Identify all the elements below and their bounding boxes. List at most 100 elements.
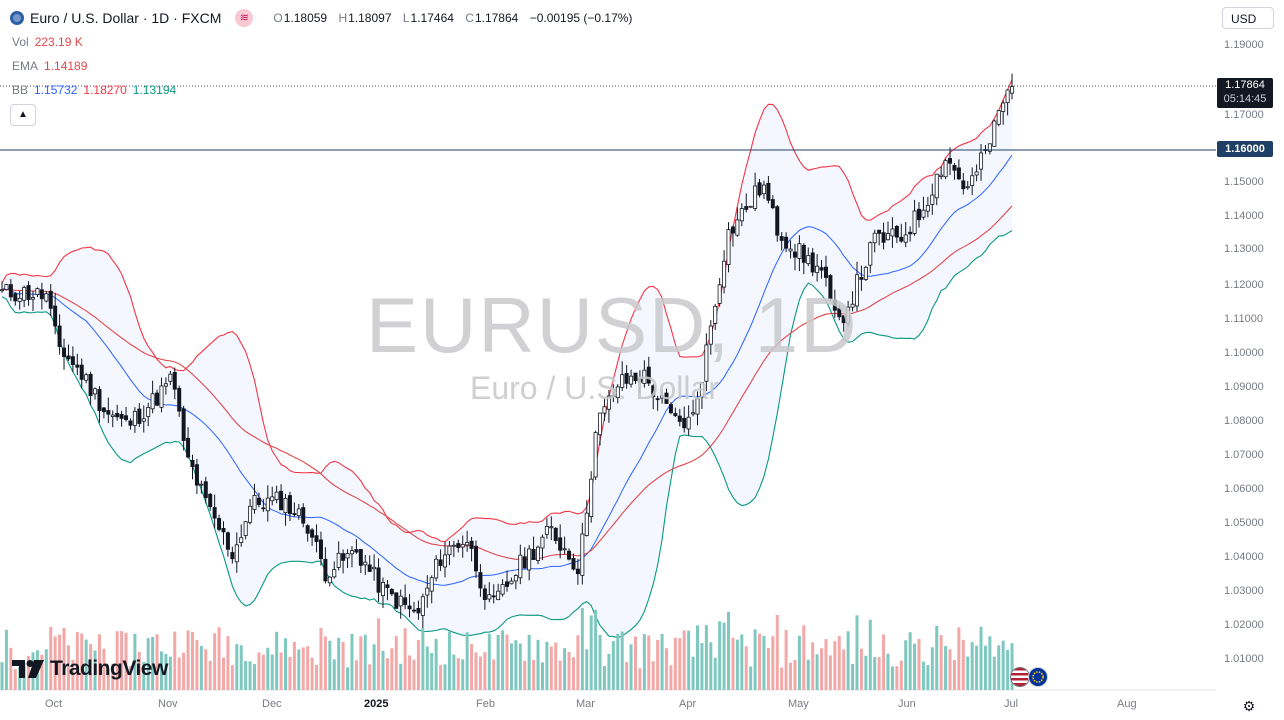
volume-bar [585, 649, 589, 690]
candle-body [349, 550, 354, 555]
volume-bar [549, 646, 553, 690]
volume-bar [939, 635, 943, 690]
candle-body [17, 297, 22, 302]
currency-button[interactable]: USD [1222, 7, 1274, 29]
horizontal-level-tag[interactable]: 1.16000 [1217, 141, 1273, 157]
volume-bar [753, 629, 757, 690]
volume-bar [465, 632, 469, 690]
candle-body [637, 378, 642, 383]
candle-body [536, 546, 541, 561]
volume-bar [899, 660, 903, 690]
volume-bar [718, 621, 722, 690]
volume-bar [669, 665, 673, 690]
time-tick-label: Dec [262, 698, 282, 710]
candle-body [385, 584, 390, 588]
candle-body [939, 174, 944, 177]
volume-bar [434, 638, 438, 690]
candle-body [403, 597, 408, 605]
volume-bar [182, 652, 186, 690]
candle-body [930, 194, 935, 205]
candle-body [128, 420, 133, 426]
volume-bar [1001, 640, 1005, 690]
us-flag-icon[interactable] [1010, 667, 1030, 687]
collapse-legend-button[interactable]: ▲ [10, 104, 36, 126]
volume-bar [399, 663, 403, 690]
volume-bar [84, 639, 88, 690]
volume-bar [775, 614, 779, 690]
candle-body [301, 507, 306, 524]
volume-bar [687, 630, 691, 690]
eu-flag-icon[interactable] [1028, 667, 1048, 687]
volume-bar [58, 634, 62, 690]
volume-bar [377, 618, 381, 690]
candle-body [921, 209, 926, 218]
volume-bar [368, 664, 372, 690]
candle-body [806, 255, 811, 265]
volume-bar [576, 635, 580, 690]
volume-bar [230, 665, 234, 690]
volume-bar [341, 641, 345, 690]
candle-body [872, 232, 877, 244]
volume-bar [186, 630, 190, 690]
volume-bar [656, 639, 660, 690]
tradingview-logo[interactable]: TradingView [12, 657, 168, 681]
candle-body [181, 408, 186, 441]
volume-bar [173, 631, 177, 690]
candle-body [850, 303, 855, 308]
bb-legend[interactable]: BB 1.15732 1.18270 1.13194 [12, 83, 176, 97]
bollinger-upper-line [1, 79, 1013, 543]
volume-bar [545, 641, 549, 690]
low-value: 1.17464 [410, 11, 454, 25]
volume-legend[interactable]: Vol 223.19 K [12, 35, 83, 49]
volume-bar [102, 648, 106, 690]
volume-bar [337, 637, 341, 690]
candle-body [757, 182, 762, 196]
volume-bar [13, 669, 17, 690]
volume-bar [4, 629, 8, 690]
ema-legend[interactable]: EMA 1.14189 [12, 59, 87, 73]
volume-bar [709, 642, 713, 690]
symbol-header[interactable]: Euro / U.S. Dollar · 1D · FXCM ≋ O1.1805… [10, 8, 632, 28]
volume-bar [611, 641, 615, 690]
price-tick-label: 1.02000 [1224, 619, 1264, 631]
volume-bar [483, 652, 487, 690]
candle-body [221, 528, 226, 533]
candle-body [137, 408, 142, 424]
price-tick-label: 1.06000 [1224, 483, 1264, 495]
volume-bar [1006, 649, 1010, 690]
price-tick-label: 1.11000 [1224, 313, 1263, 325]
bars-icon[interactable]: ≋ [235, 9, 254, 27]
candle-body [97, 389, 102, 412]
candle-body [615, 386, 620, 398]
settings-gear-icon[interactable]: ⚙ [1242, 698, 1256, 714]
volume-bar [625, 661, 629, 690]
volume-bar [952, 659, 956, 690]
candle-body [367, 564, 372, 572]
candle-body [318, 539, 323, 560]
candle-body [155, 392, 160, 406]
volume-bar [443, 664, 447, 690]
candle-body [287, 495, 292, 515]
candle-body [868, 242, 873, 266]
volume-bar [527, 635, 531, 690]
time-tick-label: 2025 [364, 698, 389, 710]
candle-body [948, 158, 953, 164]
volume-bar [700, 643, 704, 690]
volume-bar [806, 659, 810, 690]
volume-bar [691, 656, 695, 690]
candle-body [256, 497, 261, 505]
volume-bar [137, 651, 141, 690]
candle-body [389, 589, 394, 595]
candle-body [407, 605, 412, 610]
volume-bar [678, 638, 682, 690]
volume-bar [886, 653, 890, 690]
volume-bar [452, 654, 456, 690]
candle-body [770, 199, 775, 209]
volume-bar [970, 642, 974, 690]
candle-body [505, 581, 510, 587]
description-watermark: Euro / U.S. Dollar [470, 370, 719, 406]
candle-body [779, 236, 784, 241]
symbol-title[interactable]: Euro / U.S. Dollar · 1D · FXCM [30, 10, 222, 26]
volume-bar [992, 656, 996, 690]
